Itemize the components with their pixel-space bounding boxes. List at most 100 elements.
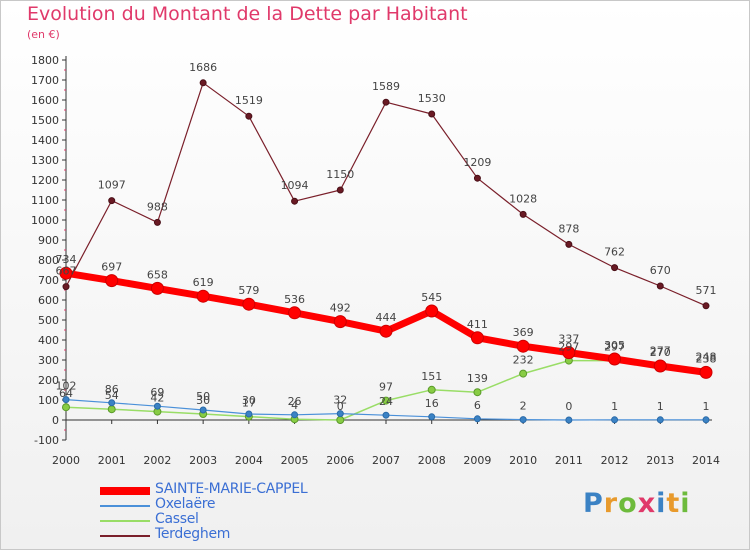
data-point <box>291 411 299 419</box>
y-tick-label: 900 <box>38 234 59 247</box>
data-label: 1 <box>611 400 618 413</box>
data-label: 762 <box>604 246 625 259</box>
data-point <box>611 416 619 424</box>
data-label: 619 <box>193 276 214 289</box>
legend: SAINTE-MARIE-CAPPEL Oxelaëre Cassel Terdegh… <box>100 481 400 544</box>
logo-letter: r <box>603 488 619 519</box>
data-label: 30 <box>242 394 256 407</box>
data-point <box>562 346 576 360</box>
data-point <box>242 297 256 311</box>
data-label: 297 <box>604 341 625 354</box>
data-point <box>336 410 344 418</box>
data-label: 1589 <box>372 80 400 93</box>
x-tick-label: 2008 <box>418 454 446 467</box>
y-tick-label: 1000 <box>31 214 59 227</box>
data-label: 86 <box>105 383 119 396</box>
data-point <box>702 416 710 424</box>
data-label: 492 <box>330 302 351 315</box>
data-label: 151 <box>421 370 442 383</box>
data-label: 658 <box>147 268 168 281</box>
data-point <box>611 264 619 272</box>
y-tick-label: 1600 <box>31 94 59 107</box>
data-point <box>382 396 390 405</box>
chart-title: Evolution du Montant de la Dette par Hab… <box>27 3 468 25</box>
data-label: 4 <box>291 399 298 412</box>
data-point <box>62 283 70 291</box>
y-tick-label: 1200 <box>31 174 59 187</box>
data-label: 369 <box>513 326 534 339</box>
data-point <box>62 403 70 412</box>
legend-label: SAINTE-MARIE-CAPPEL <box>155 481 308 497</box>
y-tick-label: 600 <box>38 294 59 307</box>
legend-swatch <box>100 535 150 537</box>
data-point <box>108 399 116 407</box>
y-tick-label: 400 <box>38 334 59 347</box>
data-label: 297 <box>558 341 579 354</box>
data-point <box>473 388 482 397</box>
data-label: 277 <box>650 345 671 358</box>
data-label: 16 <box>425 397 439 410</box>
data-label: 270 <box>650 346 671 359</box>
data-point <box>519 210 527 218</box>
data-point <box>425 304 439 318</box>
data-label: 232 <box>513 354 534 367</box>
legend-label: Cassel <box>155 511 199 527</box>
data-point <box>288 306 302 320</box>
data-label: 0 <box>565 400 572 413</box>
data-point <box>428 413 436 421</box>
x-tick-label: 2006 <box>326 454 354 467</box>
y-tick-label: 1700 <box>31 74 59 87</box>
data-point <box>473 415 481 423</box>
x-tick-label: 2013 <box>646 454 674 467</box>
data-point <box>379 324 393 338</box>
data-point <box>519 369 528 378</box>
data-label: 444 <box>376 311 397 324</box>
data-label: 1094 <box>281 179 309 192</box>
data-point <box>699 365 713 379</box>
x-tick-label: 2012 <box>601 454 629 467</box>
data-point <box>656 282 664 290</box>
data-point <box>59 266 73 280</box>
data-label: 1519 <box>235 94 263 107</box>
data-label: 305 <box>604 339 625 352</box>
x-tick-label: 2007 <box>372 454 400 467</box>
data-label: 536 <box>284 293 305 306</box>
y-tick-label: 800 <box>38 254 59 267</box>
data-point <box>565 240 573 248</box>
x-tick-label: 2003 <box>189 454 217 467</box>
data-point <box>108 197 116 205</box>
x-tick-label: 2002 <box>143 454 171 467</box>
y-tick-label: 700 <box>38 274 59 287</box>
y-tick-label: 200 <box>38 374 59 387</box>
logo-letter: i <box>656 488 667 519</box>
data-label: 248 <box>696 350 717 363</box>
data-label: 579 <box>238 284 259 297</box>
data-label: 878 <box>558 222 579 235</box>
data-label: 1686 <box>189 61 217 74</box>
data-label: 30 <box>196 394 210 407</box>
legend-item: Cassel <box>100 511 400 529</box>
logo-letter: i <box>680 488 691 519</box>
data-point <box>150 281 164 295</box>
data-label: 1 <box>703 400 710 413</box>
y-tick-label: 1400 <box>31 134 59 147</box>
data-label: 238 <box>696 352 717 365</box>
data-label: 1209 <box>463 156 491 169</box>
data-label: 0 <box>337 400 344 413</box>
data-label: 50 <box>196 390 210 403</box>
x-tick-label: 2000 <box>52 454 80 467</box>
data-label: 6 <box>474 399 481 412</box>
data-label: 1150 <box>326 168 354 181</box>
x-tick-label: 2004 <box>235 454 263 467</box>
data-label: 1 <box>657 400 664 413</box>
data-label: 97 <box>379 381 393 394</box>
data-point <box>199 406 207 414</box>
data-label: 670 <box>650 264 671 277</box>
data-point <box>199 79 207 87</box>
data-point <box>153 402 161 410</box>
data-label: 32 <box>333 394 347 407</box>
legend-label: Terdeghem <box>155 526 231 542</box>
data-label: 139 <box>467 372 488 385</box>
data-point <box>382 98 390 106</box>
